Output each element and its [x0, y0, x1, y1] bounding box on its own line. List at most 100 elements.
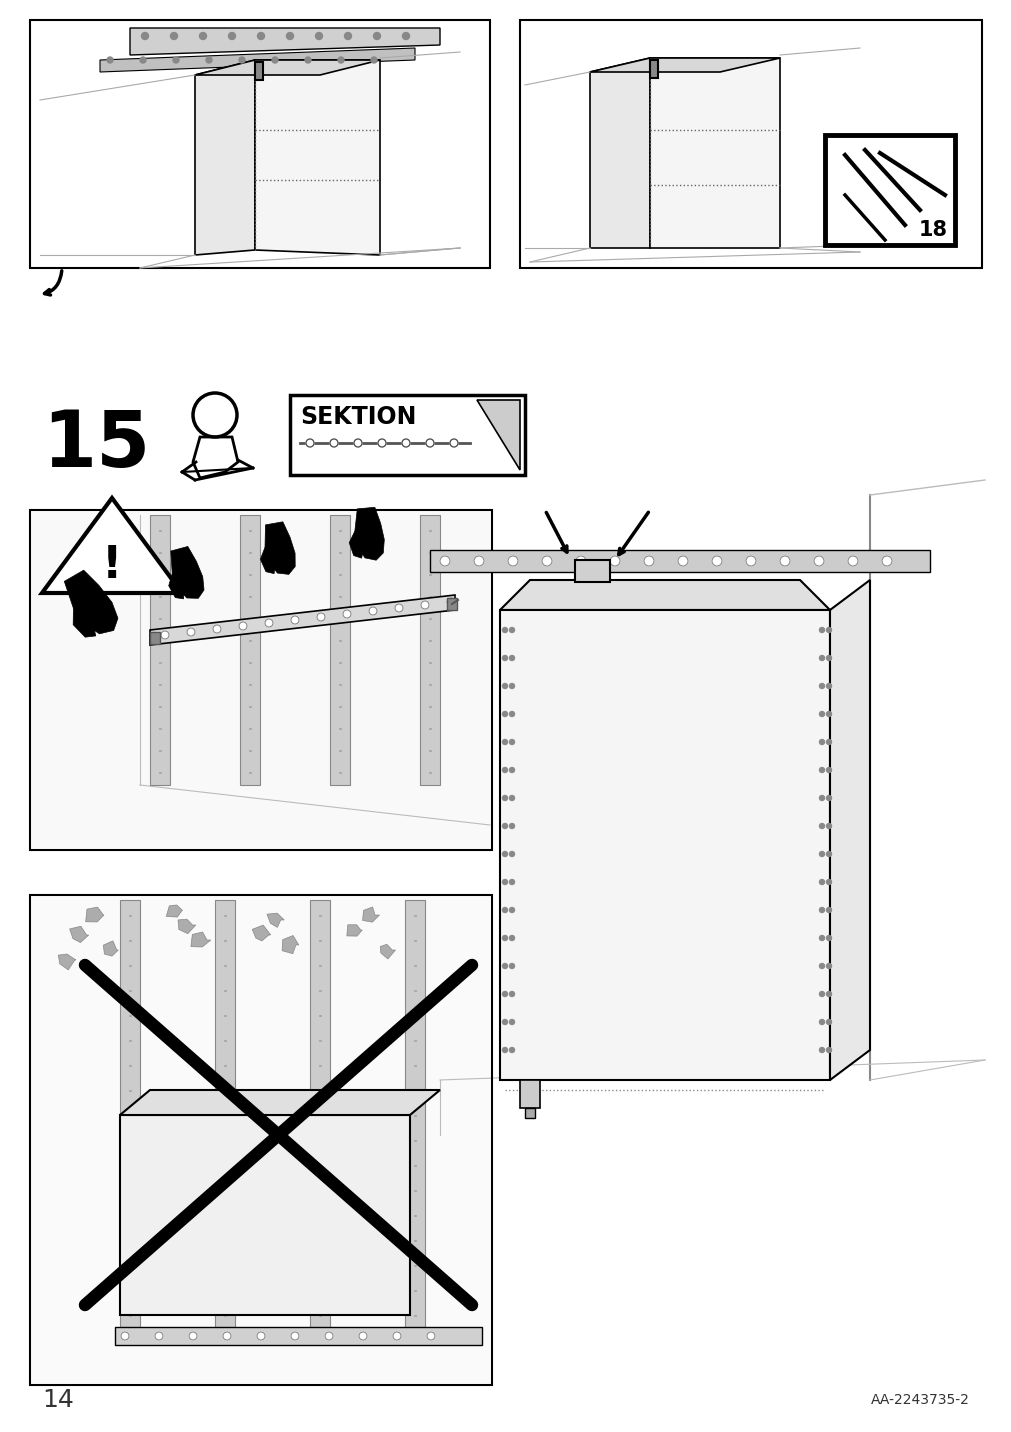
Circle shape — [187, 629, 195, 636]
Circle shape — [354, 440, 362, 447]
Circle shape — [819, 796, 824, 800]
Circle shape — [257, 1332, 265, 1340]
Bar — [255, 62, 263, 80]
Circle shape — [826, 656, 831, 660]
Circle shape — [212, 624, 220, 633]
Circle shape — [819, 1020, 824, 1024]
Circle shape — [502, 908, 507, 912]
Circle shape — [819, 739, 824, 745]
Circle shape — [847, 556, 857, 566]
Circle shape — [826, 627, 831, 633]
Circle shape — [447, 599, 455, 606]
Circle shape — [502, 683, 507, 689]
Circle shape — [882, 556, 891, 566]
Circle shape — [316, 613, 325, 621]
Circle shape — [826, 852, 831, 856]
Circle shape — [826, 1047, 831, 1053]
Polygon shape — [499, 580, 829, 610]
Polygon shape — [56, 951, 77, 968]
Circle shape — [509, 768, 514, 772]
Circle shape — [502, 627, 507, 633]
Circle shape — [826, 739, 831, 745]
Circle shape — [173, 57, 179, 63]
Polygon shape — [829, 580, 869, 1080]
Polygon shape — [178, 918, 195, 931]
Text: 15: 15 — [42, 407, 150, 483]
Circle shape — [819, 1047, 824, 1053]
Circle shape — [826, 768, 831, 772]
Circle shape — [712, 556, 721, 566]
Bar — [290, 395, 525, 475]
Bar — [30, 895, 491, 1385]
Circle shape — [189, 1332, 197, 1340]
Circle shape — [509, 879, 514, 885]
Circle shape — [121, 1332, 128, 1340]
Polygon shape — [115, 1327, 481, 1345]
Bar — [824, 135, 954, 245]
Circle shape — [330, 440, 338, 447]
Polygon shape — [349, 531, 364, 558]
Polygon shape — [73, 609, 96, 637]
Polygon shape — [100, 49, 415, 72]
Circle shape — [509, 964, 514, 968]
Circle shape — [421, 601, 429, 609]
Text: SEKTION: SEKTION — [299, 405, 416, 430]
Circle shape — [305, 440, 313, 447]
Circle shape — [502, 1020, 507, 1024]
Circle shape — [343, 610, 351, 619]
Circle shape — [427, 1332, 435, 1340]
Circle shape — [509, 991, 514, 997]
Polygon shape — [195, 60, 379, 74]
Polygon shape — [265, 521, 295, 574]
Bar — [520, 20, 981, 268]
Circle shape — [450, 440, 458, 447]
Polygon shape — [260, 547, 275, 574]
Circle shape — [394, 604, 402, 611]
Circle shape — [819, 627, 824, 633]
Text: 18: 18 — [918, 221, 946, 241]
Circle shape — [140, 57, 146, 63]
Bar — [447, 599, 457, 610]
Bar — [330, 516, 350, 785]
Bar — [32, 896, 489, 1383]
Circle shape — [239, 57, 245, 63]
Circle shape — [819, 656, 824, 660]
Bar — [649, 60, 657, 77]
Polygon shape — [120, 1116, 409, 1315]
Circle shape — [826, 879, 831, 885]
Polygon shape — [150, 596, 455, 644]
Bar — [214, 899, 235, 1330]
Bar — [150, 632, 160, 644]
Circle shape — [502, 656, 507, 660]
Circle shape — [542, 556, 551, 566]
Circle shape — [359, 1332, 367, 1340]
Circle shape — [155, 1332, 163, 1340]
Circle shape — [502, 739, 507, 745]
Polygon shape — [169, 573, 184, 599]
Circle shape — [338, 57, 344, 63]
Polygon shape — [171, 547, 204, 599]
Polygon shape — [430, 550, 929, 571]
Circle shape — [826, 796, 831, 800]
Bar — [420, 516, 440, 785]
Circle shape — [826, 712, 831, 716]
Circle shape — [502, 712, 507, 716]
Bar — [32, 513, 489, 848]
Circle shape — [228, 33, 236, 40]
Circle shape — [502, 964, 507, 968]
Circle shape — [440, 556, 450, 566]
Circle shape — [819, 683, 824, 689]
Circle shape — [222, 1332, 231, 1340]
Polygon shape — [129, 29, 440, 54]
Circle shape — [371, 57, 377, 63]
Circle shape — [509, 739, 514, 745]
Polygon shape — [377, 942, 392, 959]
Circle shape — [819, 712, 824, 716]
Circle shape — [502, 796, 507, 800]
Circle shape — [509, 1020, 514, 1024]
Polygon shape — [649, 59, 779, 248]
Circle shape — [819, 879, 824, 885]
Circle shape — [819, 964, 824, 968]
Text: !: ! — [102, 544, 122, 587]
Circle shape — [502, 935, 507, 941]
